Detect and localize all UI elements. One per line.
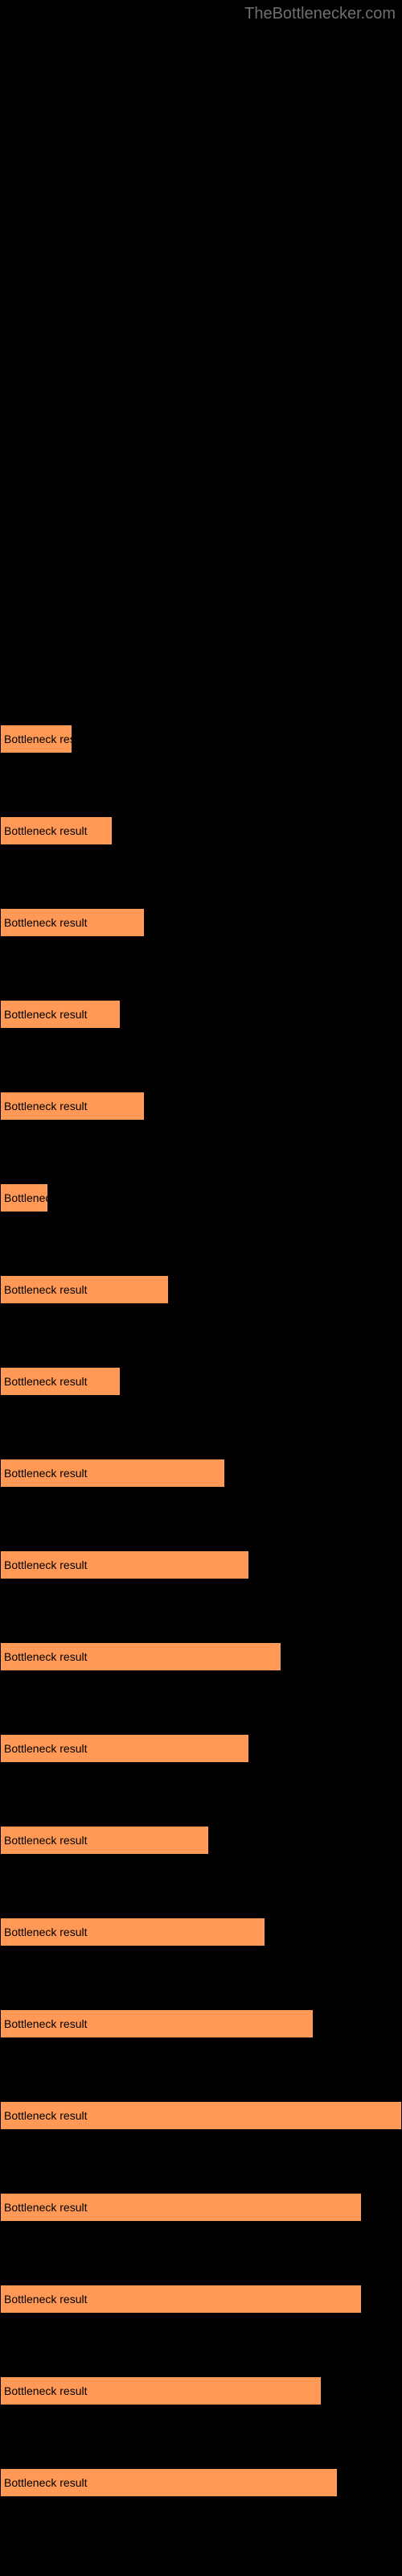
bar-row: Bottleneck result xyxy=(0,1826,209,1855)
bar: Bottleneck result xyxy=(0,1826,209,1855)
bar-row: Bottleneck result xyxy=(0,1000,121,1029)
bar: Bottleneck result xyxy=(0,724,72,753)
bar: Bottleneck result xyxy=(0,1092,145,1121)
bar-row: Bottleneck result xyxy=(0,2376,322,2405)
bar-row: Bottleneck result xyxy=(0,1367,121,1396)
bar: Bottleneck result xyxy=(0,908,145,937)
bar-row: Bottleneck result xyxy=(0,2009,314,2038)
bar-row: Bottleneck result xyxy=(0,2193,362,2222)
bar: Bottleneck result xyxy=(0,2285,362,2314)
bar-row: Bottleneck result xyxy=(0,816,113,845)
bar-row: Bottleneck result xyxy=(0,1275,169,1304)
bar-row: Bottleneck result xyxy=(0,1734,249,1763)
bar-row: Bottleneck result xyxy=(0,2285,362,2314)
bar: Bottleneck result xyxy=(0,1459,225,1488)
bar: Bottleneck result xyxy=(0,1642,281,1671)
bar-row: Bottleneck result xyxy=(0,1642,281,1671)
bar: Bottleneck result xyxy=(0,1000,121,1029)
bar-row: Bottleneck result xyxy=(0,1183,48,1212)
bar: Bottleneck result xyxy=(0,2101,402,2130)
bar-row: Bottleneck result xyxy=(0,1918,265,1946)
bar: Bottleneck result xyxy=(0,2468,338,2497)
bar: Bottleneck result xyxy=(0,2009,314,2038)
bar: Bottleneck result xyxy=(0,816,113,845)
bar-row: Bottleneck result xyxy=(0,1550,249,1579)
bar-row: Bottleneck result xyxy=(0,2101,402,2130)
bar: Bottleneck result xyxy=(0,2376,322,2405)
watermark-text: TheBottlenecker.com xyxy=(244,5,396,23)
bar: Bottleneck result xyxy=(0,1275,169,1304)
bar: Bottleneck result xyxy=(0,1918,265,1946)
bar-row: Bottleneck result xyxy=(0,1459,225,1488)
bar-row: Bottleneck result xyxy=(0,2468,338,2497)
bar-row: Bottleneck result xyxy=(0,908,145,937)
bar: Bottleneck result xyxy=(0,1734,249,1763)
bar: Bottleneck result xyxy=(0,1183,48,1212)
bar: Bottleneck result xyxy=(0,1550,249,1579)
bar-row: Bottleneck result xyxy=(0,1092,145,1121)
bar: Bottleneck result xyxy=(0,2193,362,2222)
bar-row: Bottleneck result xyxy=(0,724,72,753)
bar: Bottleneck result xyxy=(0,1367,121,1396)
